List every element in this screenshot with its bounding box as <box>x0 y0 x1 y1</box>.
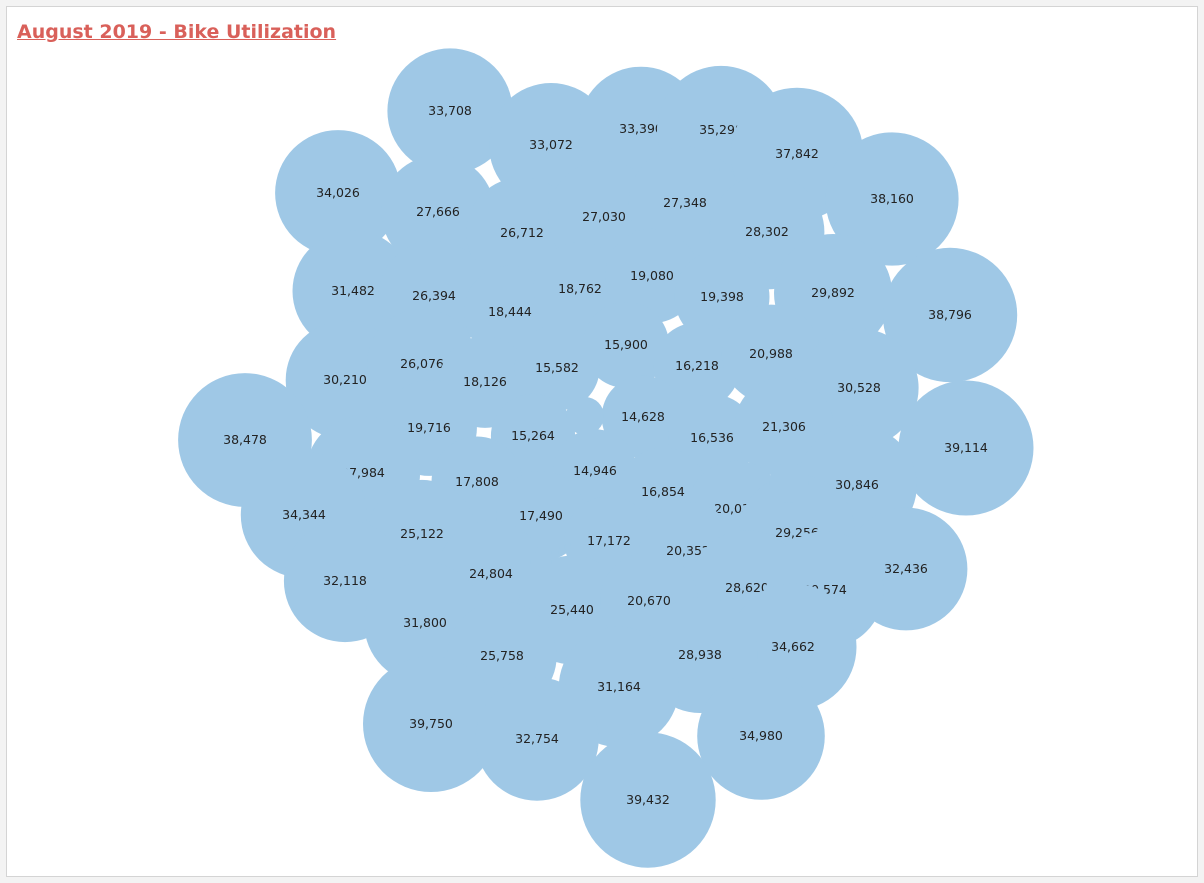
bubble-label: 26,394 <box>412 288 456 303</box>
bubble-label: 34,344 <box>282 507 326 522</box>
bubble-label: 39,750 <box>409 716 453 731</box>
bubble-label: 26,712 <box>500 225 544 240</box>
bubble[interactable] <box>363 656 499 792</box>
bubble-label: 28,938 <box>678 647 722 662</box>
bubble-label: 24,804 <box>469 566 513 581</box>
bubble-label: 34,980 <box>739 728 783 743</box>
bubble-label: 39,114 <box>944 440 988 455</box>
bubble-label: 20,352 <box>666 543 710 558</box>
bubble[interactable] <box>898 380 1034 516</box>
bubble[interactable] <box>381 155 495 269</box>
small-bubble[interactable] <box>566 397 604 435</box>
chart-title: August 2019 - Bike Utilization <box>17 21 337 43</box>
bubble-label: 27,348 <box>663 195 707 210</box>
small-bubble[interactable] <box>714 167 720 173</box>
small-bubble[interactable] <box>721 174 725 178</box>
bubble-label: 32,436 <box>884 561 928 576</box>
bubble-label: 18,126 <box>463 374 507 389</box>
bubble-label: 18,762 <box>558 281 602 296</box>
bubble-label: 27,666 <box>416 204 460 219</box>
bubble-label: 16,854 <box>641 484 685 499</box>
bubble-label: 32,754 <box>515 731 559 746</box>
bubble-label: 28,302 <box>745 224 789 239</box>
bubble-label: 37,842 <box>775 146 819 161</box>
bubble-label: 34,026 <box>316 185 360 200</box>
bubble-label: 30,846 <box>835 477 879 492</box>
bubble-label: 39,432 <box>626 792 670 807</box>
bubble-label: 19,716 <box>407 420 451 435</box>
bubble-label: 21,306 <box>762 419 806 434</box>
bubble-label: 28,620 <box>725 580 769 595</box>
bubble-label: 17,172 <box>587 533 631 548</box>
bubble-label: 35,298 <box>699 122 743 137</box>
bubble[interactable] <box>387 48 513 174</box>
bubble-label: 14,946 <box>573 463 617 478</box>
bubble[interactable] <box>601 375 685 459</box>
bubble-label: 31,482 <box>331 283 375 298</box>
small-bubble[interactable] <box>565 542 571 548</box>
bubble-label: 34,662 <box>771 639 815 654</box>
bubble-label: 15,900 <box>604 337 648 352</box>
bubble-label: 27,030 <box>582 209 626 224</box>
bubble-label: 33,708 <box>428 103 472 118</box>
bubble-label: 26,076 <box>400 356 444 371</box>
bubble-label: 15,582 <box>535 360 579 375</box>
bubble-label: 16,536 <box>690 430 734 445</box>
bubble-label: 16,218 <box>675 358 719 373</box>
bubble-label: 18,444 <box>488 304 532 319</box>
bubble-label: 30,528 <box>837 380 881 395</box>
bubble-label: 38,160 <box>870 191 914 206</box>
bubble[interactable] <box>275 130 401 256</box>
bubble-label: 32,118 <box>323 573 367 588</box>
small-bubble[interactable] <box>551 549 559 557</box>
small-bubble[interactable] <box>769 463 809 503</box>
bubble-label: 17,490 <box>519 508 563 523</box>
bubble-label: 25,440 <box>550 602 594 617</box>
bubble[interactable] <box>580 732 716 868</box>
bubble[interactable] <box>475 677 599 801</box>
bubble[interactable] <box>583 302 669 388</box>
bubble-label: 30,210 <box>323 372 367 387</box>
bubble-label: 29,892 <box>811 285 855 300</box>
bubble-label: 20,670 <box>627 593 671 608</box>
bubble-label: 38,796 <box>928 307 972 322</box>
bubble-label: 25,122 <box>400 526 444 541</box>
bubble[interactable] <box>697 672 825 800</box>
bubble[interactable] <box>292 230 414 352</box>
bubble-label: 19,398 <box>700 289 744 304</box>
bubble-label: 31,164 <box>597 679 641 694</box>
bubble-label: 31,800 <box>403 615 447 630</box>
bubble-label: 20,988 <box>749 346 793 361</box>
bubble-label: 14,628 <box>621 409 665 424</box>
bubble-label: 33,390 <box>619 121 663 136</box>
small-bubble[interactable] <box>530 551 552 573</box>
bubble[interactable] <box>653 322 741 410</box>
bubble-label: 38,478 <box>223 432 267 447</box>
bubble-label: 33,072 <box>529 137 573 152</box>
bubble-label: 17,808 <box>455 474 499 489</box>
bubble[interactable] <box>825 132 959 266</box>
bubble-label: 15,264 <box>511 428 555 443</box>
small-bubble[interactable] <box>559 545 565 551</box>
bubble-label: 19,080 <box>630 268 674 283</box>
bubble[interactable] <box>514 325 600 411</box>
bubble[interactable] <box>882 247 1018 383</box>
bubble-label: 25,758 <box>480 648 524 663</box>
